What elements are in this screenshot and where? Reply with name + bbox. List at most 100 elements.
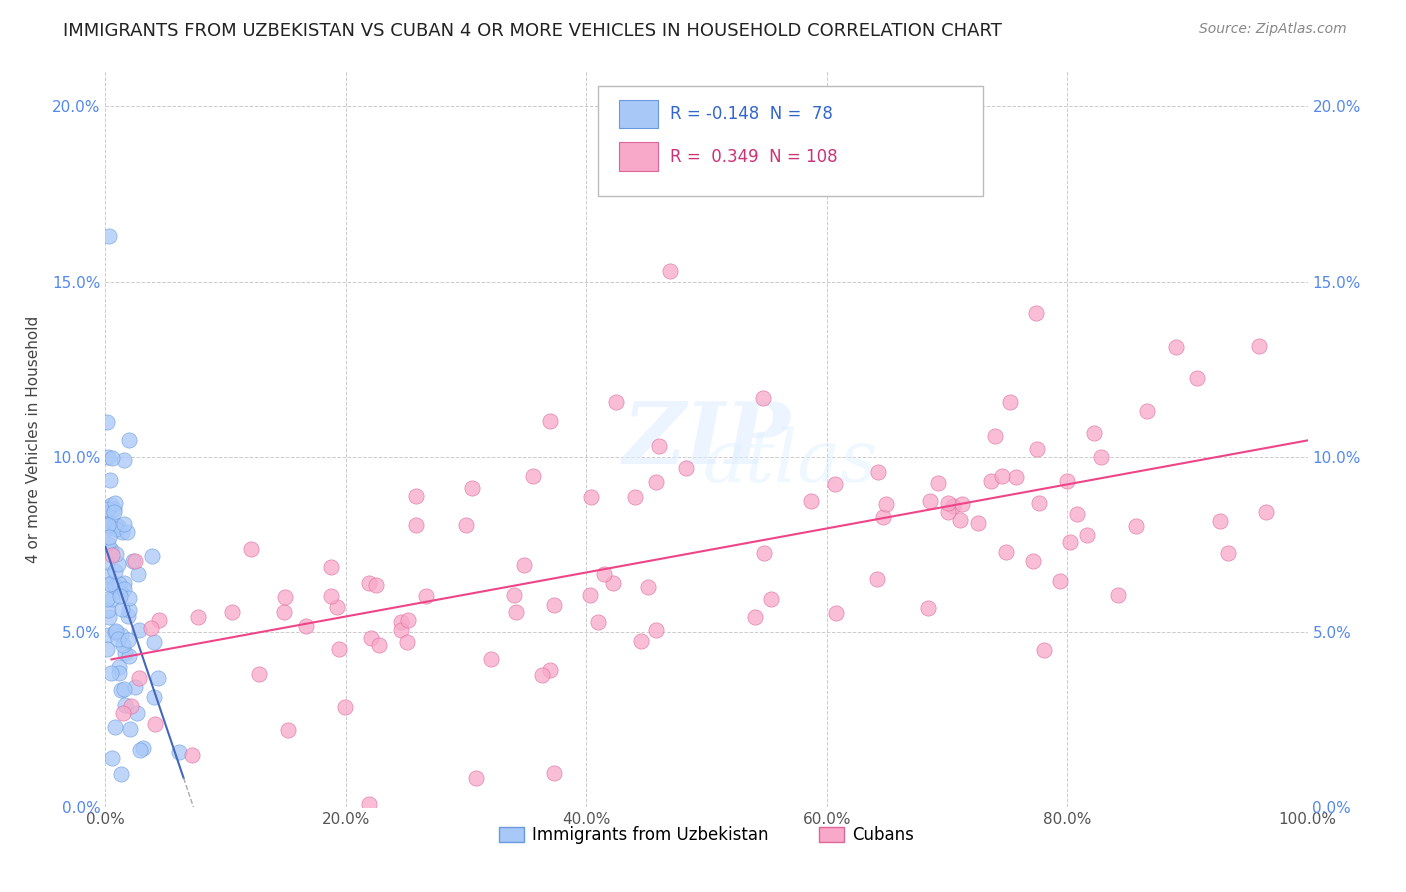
Point (117, 609, 139, 624)
Point (111, 601, 134, 615)
Point (103, 505, 125, 519)
Text: atlas: atlas (703, 426, 879, 497)
Point (936, 496, 959, 510)
Point (1090, 450, 1112, 464)
Point (105, 624, 128, 638)
Point (984, 429, 1007, 443)
Point (141, 549, 163, 563)
Point (121, 554, 143, 568)
FancyBboxPatch shape (599, 87, 983, 196)
Point (1164, 340, 1187, 354)
Point (1000, 395, 1022, 409)
Point (675, 461, 697, 475)
Text: ZIP: ZIP (623, 398, 790, 481)
Point (530, 668, 553, 682)
Point (112, 453, 135, 467)
Point (1022, 554, 1045, 568)
Point (918, 494, 941, 508)
Point (96, 592, 118, 607)
Point (124, 554, 146, 568)
Point (326, 600, 349, 615)
Point (367, 638, 389, 652)
Point (1025, 442, 1047, 457)
Point (522, 468, 544, 483)
Point (98, 577, 121, 591)
Point (357, 797, 380, 811)
Point (132, 740, 155, 755)
Point (543, 599, 565, 613)
Point (1032, 643, 1054, 657)
Point (143, 717, 166, 731)
Point (630, 633, 652, 648)
Point (593, 567, 616, 582)
Point (104, 579, 127, 593)
Point (866, 572, 889, 586)
Point (98, 473, 121, 487)
Point (659, 264, 682, 278)
Point (938, 506, 960, 520)
Point (142, 635, 165, 649)
Point (752, 546, 775, 560)
Point (415, 589, 437, 603)
Point (648, 438, 671, 452)
Point (96, 416, 118, 430)
Point (124, 680, 146, 694)
Point (114, 698, 136, 712)
Point (104, 547, 127, 561)
Point (112, 576, 135, 591)
Point (120, 699, 142, 714)
Point (239, 542, 262, 557)
Point (917, 601, 939, 615)
Point (927, 475, 949, 490)
Point (128, 623, 150, 637)
Point (107, 577, 129, 591)
Point (169, 745, 191, 759)
Point (277, 723, 299, 737)
Point (942, 500, 965, 514)
Point (1107, 588, 1129, 602)
Point (118, 433, 141, 447)
Point (1185, 370, 1208, 384)
Point (187, 610, 209, 624)
Point (333, 700, 356, 714)
Point (181, 747, 204, 762)
Point (112, 516, 135, 531)
Point (98, 610, 121, 624)
Point (148, 614, 170, 628)
Point (1136, 403, 1159, 417)
Point (644, 623, 666, 637)
Point (503, 588, 526, 602)
Point (825, 606, 848, 620)
Point (868, 465, 890, 479)
Point (221, 605, 243, 619)
Point (117, 591, 139, 606)
Text: R = -0.148  N =  78: R = -0.148 N = 78 (671, 105, 834, 123)
Point (505, 606, 527, 620)
Point (294, 619, 316, 633)
Point (321, 589, 343, 603)
FancyBboxPatch shape (619, 143, 658, 170)
Point (1066, 507, 1088, 521)
Point (1005, 469, 1028, 483)
Point (101, 592, 124, 607)
Point (107, 558, 129, 572)
Point (513, 558, 536, 572)
Point (538, 663, 561, 677)
Point (104, 565, 127, 579)
Point (405, 517, 427, 532)
Point (579, 588, 602, 602)
Point (97, 602, 120, 616)
Point (644, 475, 666, 490)
Point (111, 524, 134, 539)
Point (112, 706, 135, 720)
Point (110, 766, 132, 780)
Point (249, 666, 271, 681)
Point (1028, 496, 1050, 510)
Point (1218, 546, 1240, 560)
Point (146, 671, 169, 685)
Point (991, 469, 1014, 483)
Point (100, 548, 122, 562)
Point (101, 751, 124, 765)
Point (104, 625, 127, 640)
Point (405, 489, 427, 503)
